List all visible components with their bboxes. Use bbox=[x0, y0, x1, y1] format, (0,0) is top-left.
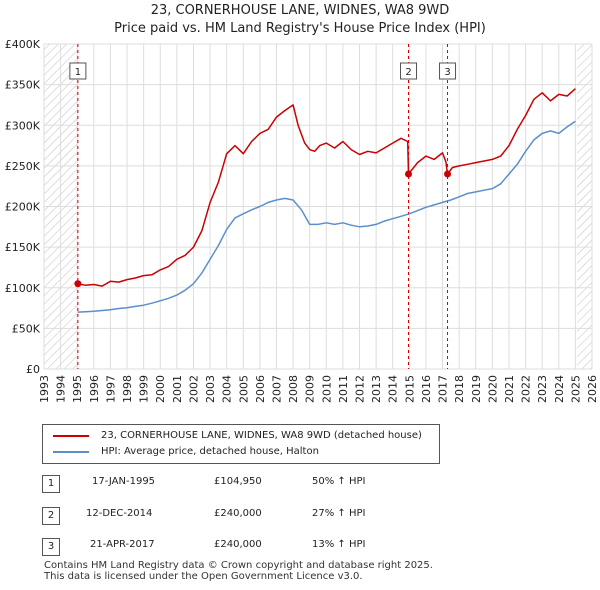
sale-row: 2 12-DEC-2014 £240,000 27% ↑ HPI bbox=[42, 505, 562, 527]
y-tick-label: £300K bbox=[5, 119, 41, 132]
sale-label-box bbox=[439, 62, 457, 80]
y-tick-label: £250K bbox=[5, 160, 41, 173]
axis-labels: £0 £50K £100K £150K £200K £250K £300K £350K £400… bbox=[5, 38, 599, 403]
series-line bbox=[77, 88, 576, 287]
sale-label: 2 bbox=[405, 67, 411, 78]
grid bbox=[43, 43, 593, 370]
x-tick-label: 2015 bbox=[403, 375, 416, 403]
sale-date: 17-JAN-1995 bbox=[92, 476, 156, 487]
series-line bbox=[77, 120, 576, 313]
x-tick-label: 2025 bbox=[569, 375, 582, 403]
y-tick-label: £50K bbox=[12, 322, 41, 335]
chart-title: 23, CORNERHOUSE LANE, WIDNES, WA8 9WD bbox=[150, 3, 450, 18]
sale-labels: 1 2 3 bbox=[69, 62, 457, 80]
legend-label-property: 23, CORNERHOUSE LANE, WIDNES, WA8 9WD (d… bbox=[101, 430, 422, 441]
x-tick-label: 1997 bbox=[104, 375, 117, 403]
x-tick-label: 2021 bbox=[503, 375, 516, 403]
x-tick-label: 2010 bbox=[320, 375, 333, 403]
x-tick-label: 2018 bbox=[453, 375, 466, 403]
y-tick-label: £0 bbox=[26, 363, 40, 376]
x-tick-label: 1998 bbox=[121, 375, 134, 403]
y-tick-label: £150K bbox=[5, 241, 41, 254]
sale-date: 12-DEC-2014 bbox=[86, 508, 153, 519]
x-tick-label: 2004 bbox=[221, 375, 234, 403]
x-tick-label: 2009 bbox=[304, 375, 317, 403]
x-tick-label: 2007 bbox=[270, 375, 283, 403]
legend: 23, CORNERHOUSE LANE, WIDNES, WA8 9WD (d… bbox=[42, 424, 440, 464]
sale-row: 1 17-JAN-1995 £104,950 50% ↑ HPI bbox=[42, 473, 562, 495]
sale-date: 21-APR-2017 bbox=[90, 539, 155, 550]
y-tick-label: £400K bbox=[5, 38, 41, 51]
x-tick-label: 2006 bbox=[254, 375, 267, 403]
sale-number-badge: 1 bbox=[42, 475, 60, 493]
x-tick-label: 2024 bbox=[553, 375, 566, 403]
x-tick-label: 2005 bbox=[237, 375, 250, 403]
sale-marker bbox=[405, 170, 413, 178]
sale-marker bbox=[74, 280, 82, 288]
x-tick-label: 1993 bbox=[38, 375, 51, 403]
footer-copyright: Contains HM Land Registry data © Crown c… bbox=[44, 560, 433, 571]
x-tick-label: 2017 bbox=[437, 375, 450, 403]
x-tick-label: 2020 bbox=[486, 375, 499, 403]
sale-date-lines bbox=[77, 44, 449, 369]
sale-price: £240,000 bbox=[214, 508, 262, 519]
sale-hpi-change: 27% ↑ HPI bbox=[312, 508, 366, 519]
legend-swatch-hpi bbox=[53, 451, 89, 453]
x-tick-label: 2003 bbox=[204, 375, 217, 403]
sale-number-badge: 2 bbox=[42, 507, 60, 525]
sale-number-badge: 3 bbox=[42, 538, 60, 556]
sale-row: 3 21-APR-2017 £240,000 13% ↑ HPI bbox=[42, 536, 562, 558]
x-tick-label: 2019 bbox=[470, 375, 483, 403]
series-lines bbox=[77, 88, 576, 313]
x-tick-label: 2000 bbox=[154, 375, 167, 403]
x-tick-label: 1994 bbox=[55, 375, 68, 403]
x-tick-label: 1996 bbox=[88, 375, 101, 403]
sale-price: £240,000 bbox=[214, 539, 262, 550]
x-tick-label: 2016 bbox=[420, 375, 433, 403]
x-tick-label: 2001 bbox=[171, 375, 184, 403]
legend-swatch-property bbox=[53, 435, 89, 437]
x-tick-label: 2012 bbox=[354, 375, 367, 403]
sale-label: 1 bbox=[75, 67, 81, 78]
x-tick-label: 2011 bbox=[337, 375, 350, 403]
y-tick-label: £100K bbox=[5, 282, 41, 295]
sale-hpi-change: 50% ↑ HPI bbox=[312, 476, 366, 487]
sale-label-box bbox=[400, 62, 418, 80]
x-tick-label: 2002 bbox=[187, 375, 200, 403]
sale-markers bbox=[74, 170, 452, 288]
footer-license: This data is licensed under the Open Gov… bbox=[44, 571, 363, 582]
sale-price: £104,950 bbox=[214, 476, 262, 487]
y-tick-label: £200K bbox=[5, 201, 41, 214]
sale-label-box bbox=[69, 62, 87, 80]
x-tick-label: 2014 bbox=[387, 375, 400, 403]
price-chart: 1 2 3 £0 £50K £100K £150K £200K £250K £300K £350K… bbox=[5, 38, 599, 403]
y-tick-label: £350K bbox=[5, 79, 41, 92]
x-tick-label: 1995 bbox=[71, 375, 84, 403]
x-tick-label: 2008 bbox=[287, 375, 300, 403]
sale-hpi-change: 13% ↑ HPI bbox=[312, 539, 366, 550]
legend-label-hpi: HPI: Average price, detached house, Halt… bbox=[101, 446, 319, 457]
chart-subtitle: Price paid vs. HM Land Registry's House … bbox=[114, 21, 486, 36]
x-tick-label: 1999 bbox=[138, 375, 151, 403]
x-tick-label: 2013 bbox=[370, 375, 383, 403]
x-tick-label: 2023 bbox=[536, 375, 549, 403]
sale-label: 3 bbox=[444, 67, 450, 78]
x-tick-label: 2026 bbox=[586, 375, 599, 403]
x-tick-label: 2022 bbox=[520, 375, 533, 403]
sale-marker bbox=[444, 170, 452, 178]
